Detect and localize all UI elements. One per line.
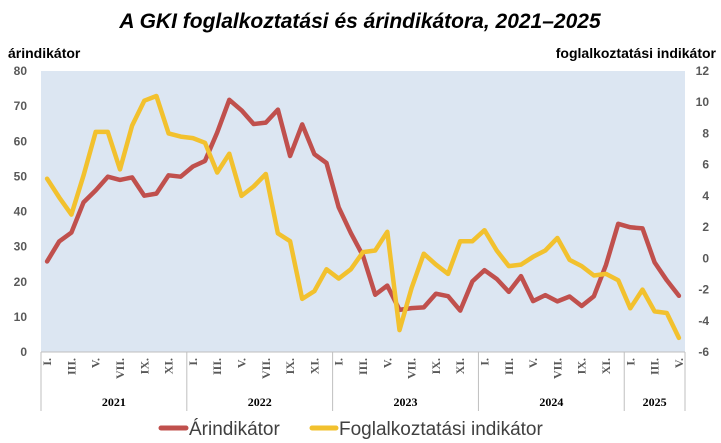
legend-label-foglalkoztatasi: Foglalkoztatási indikátor [339, 419, 543, 440]
left-tick-label: 0 [20, 345, 27, 359]
year-label: 2025 [643, 395, 667, 409]
x-axis: I. III. V. VII. IX. XI. I. III. V. VII. IX. XI. I. II… [40, 351, 686, 411]
left-tick-label: 70 [14, 99, 28, 113]
x-tick-label: V. [380, 358, 394, 368]
legend: Árindikátor Foglalkoztatási indikátor [158, 419, 543, 440]
x-tick-label: XI. [307, 358, 321, 374]
right-tick-label: 0 [702, 251, 709, 265]
x-tick-label: III. [648, 358, 662, 375]
right-tick-label: 12 [696, 64, 710, 78]
x-tick-label: VII. [259, 358, 273, 379]
legend-label-arindikator: Árindikátor [189, 419, 280, 440]
x-tick-label: III. [356, 358, 370, 375]
x-tick-label: V. [672, 358, 686, 368]
left-tick-label: 50 [14, 169, 28, 183]
x-tick-label: III. [502, 358, 516, 375]
x-tick-label: VII. [113, 358, 127, 379]
left-tick-label: 60 [14, 134, 28, 148]
chart-title: A GKI foglalkoztatási és árindikátora, 2… [118, 10, 601, 33]
year-label: 2022 [248, 395, 272, 409]
x-tick-label: III. [64, 358, 78, 375]
right-axis-title: foglalkoztatási indikátor [556, 45, 717, 61]
x-tick-label: VII. [550, 358, 564, 379]
left-axis-ticks: 0 10 20 30 40 50 60 70 80 [14, 64, 28, 359]
x-tick-label: I. [623, 358, 637, 366]
right-tick-label: -4 [698, 314, 709, 328]
x-tick-label: IX. [283, 358, 297, 374]
x-tick-label: IX. [429, 358, 443, 374]
x-tick-label: IX. [575, 358, 589, 374]
left-axis-title: árindikátor [8, 45, 81, 61]
year-label: 2021 [102, 395, 126, 409]
right-tick-label: 8 [702, 126, 709, 140]
x-tick-label: I. [186, 358, 200, 366]
x-tick-label: III. [210, 358, 224, 375]
right-axis-ticks: -6 -4 -2 0 2 4 6 8 10 12 [696, 64, 710, 359]
x-tick-label: IX. [137, 358, 151, 374]
left-tick-label: 40 [14, 205, 28, 219]
x-tick-label: XI. [162, 358, 176, 374]
x-tick-label: V. [89, 358, 103, 368]
x-tick-label: V. [526, 358, 540, 368]
x-tick-label: I. [40, 358, 54, 366]
left-tick-label: 30 [14, 240, 28, 254]
right-tick-label: -6 [698, 345, 709, 359]
left-tick-label: 80 [14, 64, 28, 78]
x-tick-label: I. [478, 358, 492, 366]
x-tick-label: VII. [405, 358, 419, 379]
year-label: 2024 [539, 395, 563, 409]
x-tick-label: XI. [599, 358, 613, 374]
right-tick-label: -2 [698, 283, 709, 297]
series-line-1 [44, 93, 682, 341]
right-tick-label: 4 [702, 189, 709, 203]
right-tick-label: 10 [696, 95, 710, 109]
right-tick-label: 6 [702, 158, 709, 172]
left-tick-label: 10 [14, 310, 28, 324]
left-tick-label: 20 [14, 275, 28, 289]
year-label: 2023 [394, 395, 418, 409]
x-tick-label: XI. [453, 358, 467, 374]
series-lines [44, 93, 682, 341]
right-tick-label: 2 [702, 220, 709, 234]
x-tick-label: I. [332, 358, 346, 366]
x-tick-label: V. [234, 358, 248, 368]
